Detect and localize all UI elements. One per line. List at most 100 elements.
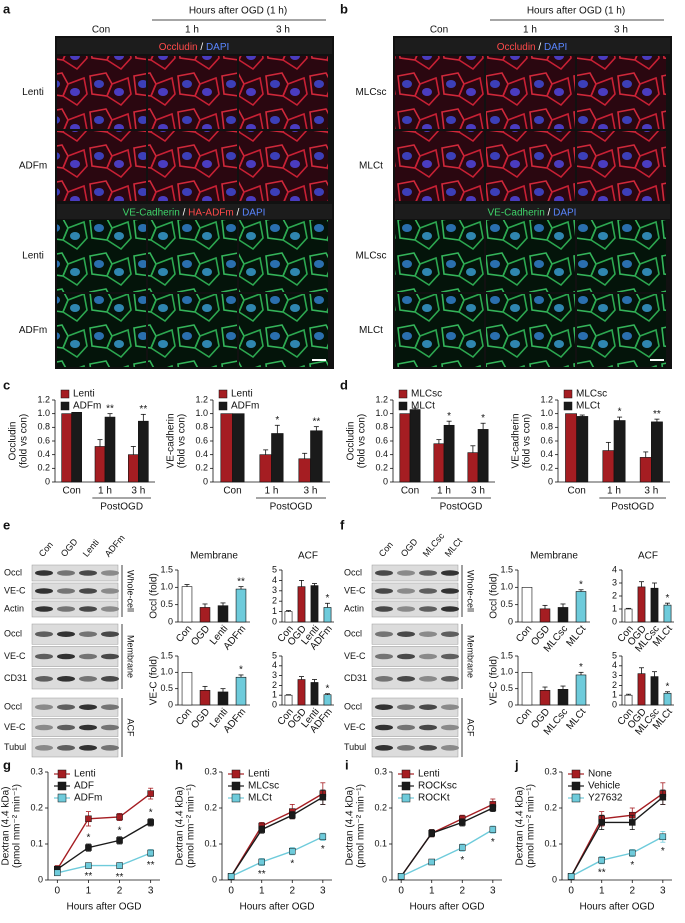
- blot-band: [397, 653, 415, 660]
- bar: [199, 607, 211, 623]
- x-axis-label: PostOGD: [440, 502, 483, 513]
- blot-band: [79, 704, 97, 710]
- x-tick-label: 1: [86, 886, 92, 897]
- marker: [319, 833, 327, 841]
- error-bar: [652, 671, 657, 677]
- y-tick-label: 0.8: [37, 422, 50, 432]
- legend-swatch: [231, 781, 241, 791]
- bar: [217, 605, 229, 623]
- marker: [85, 862, 92, 869]
- legend-label: Lenti: [231, 389, 253, 400]
- marker: [319, 793, 327, 801]
- significance: *: [149, 807, 153, 818]
- lane-label: OGD: [399, 536, 420, 559]
- y-tick-label: 1.0: [500, 667, 513, 677]
- y-tick-label: 1.0: [37, 408, 50, 418]
- error-bar: [312, 679, 317, 683]
- y-tick-label: 0: [212, 874, 217, 884]
- y-axis-label: VE-C (fold): [489, 656, 500, 705]
- significance: *: [86, 833, 90, 844]
- banner: [395, 204, 670, 219]
- bar: [71, 411, 82, 483]
- y-tick-label: 0.4: [37, 449, 50, 459]
- blot-band: [441, 745, 459, 751]
- bar: [310, 585, 319, 623]
- blot-band: [419, 570, 437, 576]
- bar: [235, 588, 247, 623]
- significance: *: [118, 825, 122, 836]
- micrograph: [486, 131, 575, 201]
- bar: [310, 682, 319, 706]
- x-tick-label: MLCt: [565, 706, 589, 732]
- bar: [310, 430, 323, 483]
- blot-row-label: Occl: [344, 567, 362, 577]
- series-line: [400, 807, 494, 877]
- y-tick-label: 0.4: [195, 449, 208, 459]
- bar: [61, 413, 72, 483]
- x-tick-label: 3 h: [644, 486, 658, 497]
- x-tick-label: 1 h: [265, 486, 279, 497]
- bar: [565, 413, 577, 483]
- blot-band: [375, 570, 393, 576]
- banner-part: Occludin: [159, 42, 198, 53]
- blot-band: [79, 606, 97, 612]
- error-bar: [643, 451, 649, 458]
- series-line: [57, 852, 151, 874]
- micrograph: [239, 220, 328, 292]
- column-label: 1 h: [185, 25, 199, 36]
- legend-label: Lenti: [73, 389, 95, 400]
- blot-row-label: Occl: [4, 702, 22, 712]
- blot-band: [441, 588, 459, 594]
- micrograph: [486, 56, 575, 129]
- y-tick-label: 0.5: [160, 683, 173, 693]
- x-axis-label: Hours after OGD: [579, 902, 654, 913]
- bar: [576, 416, 589, 483]
- blot-band: [101, 570, 119, 576]
- x-tick-label: 0: [568, 886, 574, 897]
- legend-swatch: [401, 781, 411, 791]
- x-tick-label: 0: [55, 886, 61, 897]
- x-axis-label: Hours after OGD: [239, 902, 314, 913]
- blot-row-label: Occl: [344, 702, 362, 712]
- blot-band: [79, 724, 97, 731]
- legend-label: MLCt: [576, 401, 600, 412]
- blot-band: [441, 631, 459, 637]
- y-tick-label: 1.0: [540, 408, 553, 418]
- legend-label: ADF: [74, 781, 94, 792]
- blot-band: [101, 724, 119, 731]
- x-tick-label: 1: [429, 886, 435, 897]
- error-bar: [325, 602, 330, 608]
- error-bar: [130, 446, 136, 455]
- panel-letter: d: [340, 377, 348, 392]
- significance: *: [579, 662, 583, 673]
- x-tick-label: 3 h: [131, 486, 145, 497]
- error-bar: [313, 426, 319, 431]
- marker: [629, 849, 636, 857]
- banner-part: /: [180, 207, 188, 218]
- x-tick-label: 2: [459, 886, 465, 897]
- y-tick-label: 0.2: [30, 802, 43, 812]
- marker: [629, 819, 636, 826]
- legend-swatch: [218, 389, 228, 399]
- chart-title: ACF: [638, 551, 658, 562]
- x-tick-label: 3: [148, 886, 154, 897]
- panel-letter: h: [175, 757, 183, 772]
- y-tick-label: 1.2: [37, 394, 50, 404]
- bar: [663, 604, 672, 623]
- bar: [539, 689, 551, 706]
- y-tick-label: 1.5: [500, 650, 513, 660]
- panel-letter: a: [3, 1, 11, 16]
- blot-band: [375, 606, 393, 612]
- micrograph: [486, 294, 575, 367]
- y-axis-label: (pmol mm⁻² min⁻¹): [526, 784, 537, 868]
- blot-band: [419, 631, 437, 637]
- y-axis-label: (pmol mm⁻² min⁻¹): [356, 784, 367, 868]
- y-tick-label: 0.5: [160, 599, 173, 609]
- column-label: 3 h: [614, 25, 628, 36]
- y-tick-label: 5: [612, 650, 617, 660]
- series-line: [570, 836, 664, 878]
- banner-part: VE-Cadherin: [123, 207, 180, 218]
- error-bar: [140, 413, 146, 422]
- chart-title: Membrane: [190, 551, 238, 562]
- legend-label: Vehicle: [588, 781, 621, 792]
